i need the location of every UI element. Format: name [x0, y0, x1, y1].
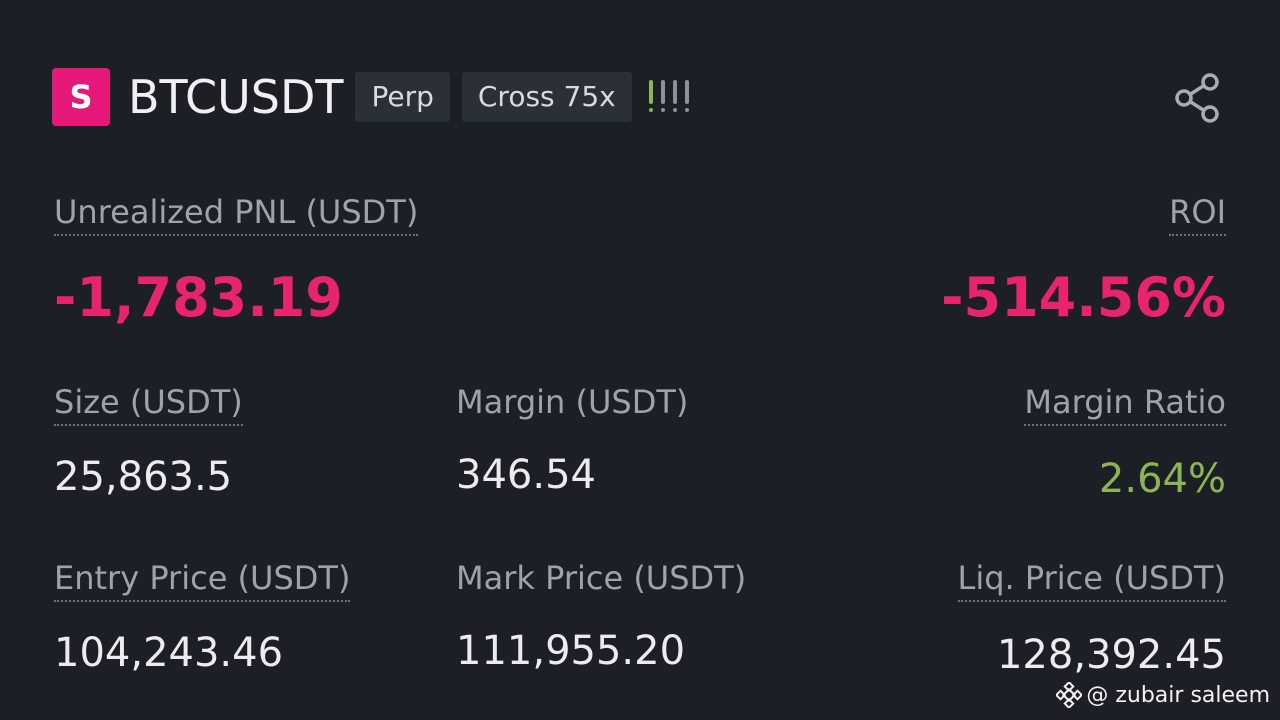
risk-level-indicator — [648, 80, 692, 114]
size-label[interactable]: Size (USDT) — [54, 382, 243, 426]
unrealized-pnl-value: -1,783.19 — [54, 266, 343, 329]
size-value: 25,863.5 — [54, 454, 233, 500]
short-side-badge: S — [52, 68, 110, 126]
entry-price-value: 104,243.46 — [54, 630, 284, 676]
binance-logo-icon — [1056, 682, 1083, 708]
share-icon — [1175, 73, 1219, 123]
risk-bars-icon — [648, 80, 689, 112]
mark-price-value: 111,955.20 — [456, 628, 686, 674]
roi-value: -514.56% — [941, 266, 1226, 329]
entry-price-label[interactable]: Entry Price (USDT) — [54, 558, 351, 602]
contract-type-tag: Perp — [355, 72, 450, 122]
roi-label[interactable]: ROI — [1169, 192, 1226, 236]
share-button[interactable] — [1172, 72, 1224, 124]
margin-label: Margin (USDT) — [456, 383, 689, 421]
unrealized-pnl-label[interactable]: Unrealized PNL (USDT) — [54, 192, 419, 236]
watermark-text: @ zubair saleem — [1086, 682, 1270, 708]
margin-ratio-label[interactable]: Margin Ratio — [1024, 382, 1226, 426]
mark-price-label: Mark Price (USDT) — [456, 559, 747, 597]
liq-price-value: 128,392.45 — [996, 632, 1226, 678]
position-header: S BTCUSDT Perp Cross 75x — [52, 68, 692, 126]
liq-price-label[interactable]: Liq. Price (USDT) — [957, 558, 1226, 602]
margin-value: 346.54 — [456, 452, 596, 498]
watermark: @ zubair saleem — [1056, 682, 1270, 708]
margin-mode-leverage-tag[interactable]: Cross 75x — [461, 72, 632, 122]
symbol-title[interactable]: BTCUSDT — [128, 70, 344, 124]
margin-ratio-value: 2.64% — [1098, 456, 1226, 502]
